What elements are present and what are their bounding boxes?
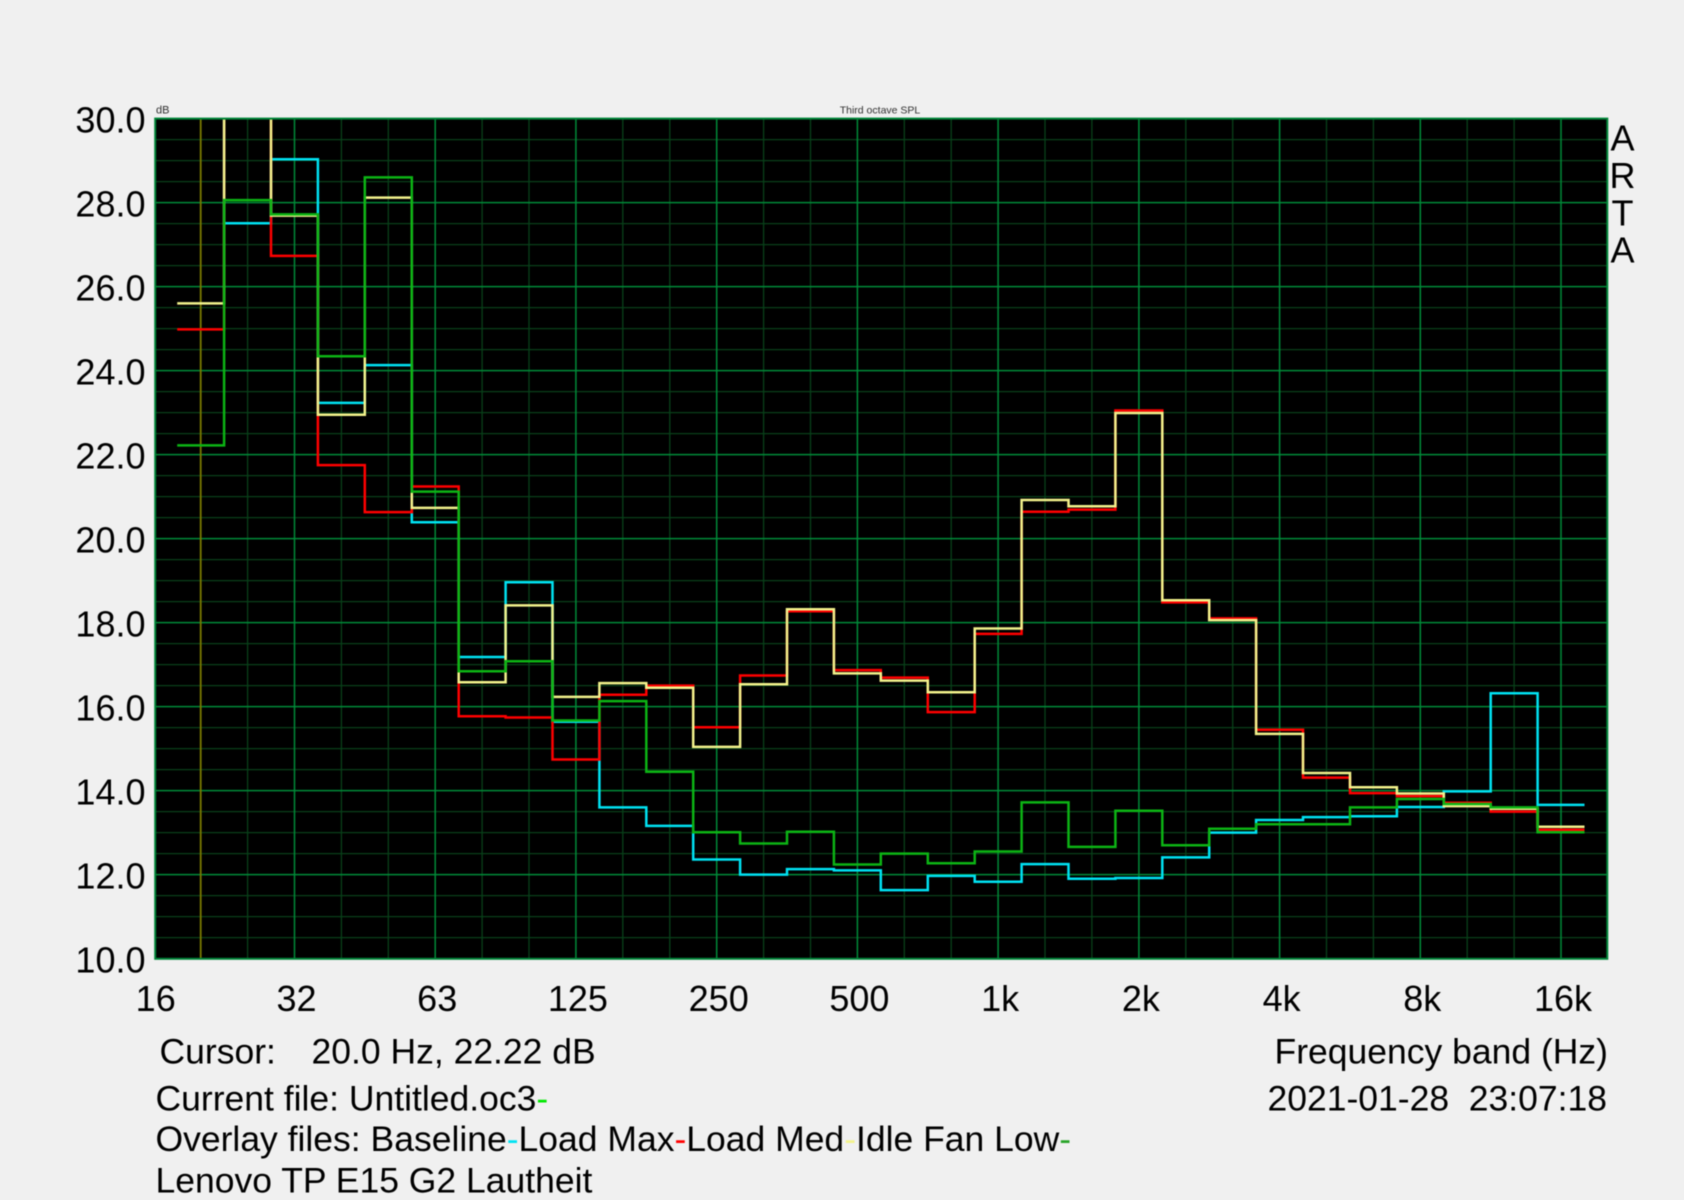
svg-text:20.0: 20.0: [75, 520, 145, 561]
svg-text:22.0: 22.0: [75, 436, 145, 477]
svg-text:Frequency band (Hz): Frequency band (Hz): [1275, 1032, 1608, 1072]
svg-text:2021-01-28 23:07:18: 2021-01-28 23:07:18: [1267, 1079, 1607, 1119]
svg-text:Third octave SPL: Third octave SPL: [840, 105, 921, 117]
svg-text:14.0: 14.0: [75, 772, 145, 813]
svg-text:2k: 2k: [1122, 978, 1161, 1019]
svg-text:Cursor:: Cursor:: [160, 1032, 276, 1072]
svg-text:12.0: 12.0: [75, 856, 145, 897]
svg-text:32: 32: [276, 978, 316, 1019]
svg-text:R: R: [1610, 155, 1636, 196]
svg-text:500: 500: [829, 978, 889, 1019]
svg-text:16.0: 16.0: [75, 688, 145, 729]
svg-text:30.0: 30.0: [75, 100, 145, 141]
svg-text:16k: 16k: [1534, 978, 1593, 1019]
svg-text:Lenovo TP E15 G2 Lautheit: Lenovo TP E15 G2 Lautheit: [156, 1161, 593, 1200]
svg-text:Overlay files: Baseline-Load M: Overlay files: Baseline-Load Max-Load Me…: [156, 1119, 1072, 1159]
svg-text:26.0: 26.0: [75, 268, 145, 309]
svg-text:Current file: Untitled.oc3-: Current file: Untitled.oc3-: [156, 1079, 549, 1119]
svg-text:250: 250: [689, 978, 749, 1019]
svg-text:28.0: 28.0: [75, 184, 145, 225]
svg-text:10.0: 10.0: [75, 940, 145, 981]
svg-text:8k: 8k: [1403, 978, 1442, 1019]
svg-text:A: A: [1610, 118, 1634, 159]
svg-text:63: 63: [417, 978, 457, 1019]
svg-text:18.0: 18.0: [75, 604, 145, 645]
svg-text:dB: dB: [156, 105, 169, 117]
svg-text:4k: 4k: [1263, 978, 1302, 1019]
svg-text:1k: 1k: [981, 978, 1020, 1019]
svg-text:125: 125: [548, 978, 608, 1019]
svg-text:16: 16: [136, 978, 176, 1019]
svg-text:24.0: 24.0: [75, 352, 145, 393]
svg-text:A: A: [1610, 230, 1634, 271]
svg-text:20.0 Hz, 22.22 dB: 20.0 Hz, 22.22 dB: [312, 1032, 596, 1072]
svg-text:T: T: [1612, 192, 1634, 233]
